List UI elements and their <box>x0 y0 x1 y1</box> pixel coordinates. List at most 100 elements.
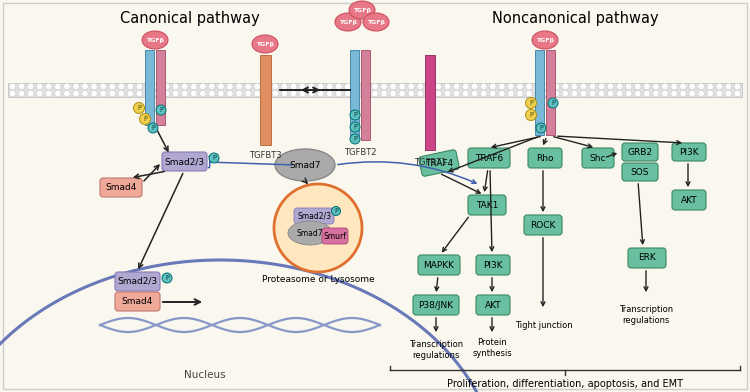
Text: PI3K: PI3K <box>680 147 699 156</box>
Text: TGFBT1: TGFBT1 <box>414 158 446 167</box>
Circle shape <box>363 90 369 97</box>
Circle shape <box>444 90 451 97</box>
Circle shape <box>245 83 251 90</box>
Circle shape <box>109 83 115 90</box>
Circle shape <box>616 90 622 97</box>
Bar <box>145 50 154 125</box>
Circle shape <box>164 90 170 97</box>
Text: Shc: Shc <box>590 154 606 163</box>
Text: TGFβ: TGFβ <box>146 38 164 42</box>
Circle shape <box>517 90 524 97</box>
Circle shape <box>435 83 442 90</box>
Circle shape <box>426 83 433 90</box>
Circle shape <box>680 90 686 97</box>
Text: P: P <box>212 155 216 161</box>
Circle shape <box>299 83 306 90</box>
Circle shape <box>37 90 43 97</box>
Circle shape <box>190 83 197 90</box>
Text: Nucleus: Nucleus <box>184 370 226 380</box>
Circle shape <box>634 90 641 97</box>
Text: P: P <box>539 125 543 131</box>
Circle shape <box>725 83 731 90</box>
Circle shape <box>209 83 215 90</box>
Circle shape <box>335 83 342 90</box>
Text: P: P <box>334 208 338 214</box>
Circle shape <box>200 83 206 90</box>
Circle shape <box>644 90 650 97</box>
Circle shape <box>64 83 70 90</box>
Text: GRB2: GRB2 <box>628 147 652 156</box>
FancyBboxPatch shape <box>100 178 142 197</box>
Text: Proliferation, differentiation, apoptosis, and EMT: Proliferation, differentiation, apoptosi… <box>447 379 683 389</box>
Circle shape <box>417 90 424 97</box>
Circle shape <box>140 114 151 125</box>
Circle shape <box>662 83 668 90</box>
Circle shape <box>707 90 713 97</box>
Circle shape <box>408 90 415 97</box>
Circle shape <box>526 83 532 90</box>
Text: TGFβ: TGFβ <box>339 20 357 25</box>
Circle shape <box>308 83 315 90</box>
Bar <box>260 55 271 145</box>
Circle shape <box>290 83 296 90</box>
Bar <box>156 50 165 125</box>
Circle shape <box>317 90 324 97</box>
Text: Canonical pathway: Canonical pathway <box>120 11 260 25</box>
Circle shape <box>332 207 340 216</box>
Circle shape <box>526 90 532 97</box>
Circle shape <box>344 90 351 97</box>
Circle shape <box>146 90 152 97</box>
Circle shape <box>707 83 713 90</box>
Circle shape <box>390 83 396 90</box>
Circle shape <box>64 90 70 97</box>
Circle shape <box>572 90 578 97</box>
Circle shape <box>548 98 558 108</box>
Text: Proteasome or Lysosome: Proteasome or Lysosome <box>262 276 374 285</box>
Circle shape <box>18 83 25 90</box>
Text: TGFβ: TGFβ <box>367 20 385 25</box>
Circle shape <box>172 83 178 90</box>
Circle shape <box>272 90 278 97</box>
Circle shape <box>190 90 197 97</box>
Circle shape <box>156 105 166 115</box>
Circle shape <box>9 83 16 90</box>
Circle shape <box>354 83 360 90</box>
Circle shape <box>263 83 269 90</box>
Circle shape <box>82 90 88 97</box>
Circle shape <box>698 83 704 90</box>
Circle shape <box>734 90 741 97</box>
Text: Protein
synthesis: Protein synthesis <box>472 338 512 358</box>
Text: TGFBT3: TGFBT3 <box>249 151 281 160</box>
Circle shape <box>73 90 80 97</box>
Circle shape <box>634 83 641 90</box>
Text: Smad7: Smad7 <box>297 229 323 238</box>
Circle shape <box>226 83 233 90</box>
FancyBboxPatch shape <box>294 208 334 224</box>
Text: TAK1: TAK1 <box>476 200 498 209</box>
Circle shape <box>317 83 324 90</box>
Circle shape <box>326 90 333 97</box>
Ellipse shape <box>142 31 168 49</box>
Circle shape <box>662 90 668 97</box>
Text: P: P <box>529 112 533 118</box>
Circle shape <box>580 83 586 90</box>
Circle shape <box>508 90 514 97</box>
Text: P: P <box>551 100 555 106</box>
Circle shape <box>390 90 396 97</box>
Circle shape <box>172 90 178 97</box>
Circle shape <box>274 184 362 272</box>
Text: Smad7: Smad7 <box>290 160 321 169</box>
Circle shape <box>9 90 16 97</box>
Circle shape <box>381 90 387 97</box>
Text: P: P <box>353 112 357 118</box>
Circle shape <box>18 90 25 97</box>
Circle shape <box>363 83 369 90</box>
Circle shape <box>490 83 496 90</box>
Circle shape <box>562 90 568 97</box>
Circle shape <box>381 83 387 90</box>
Circle shape <box>652 90 659 97</box>
Text: P: P <box>143 116 147 122</box>
Circle shape <box>344 83 351 90</box>
Circle shape <box>46 90 52 97</box>
Circle shape <box>399 83 405 90</box>
